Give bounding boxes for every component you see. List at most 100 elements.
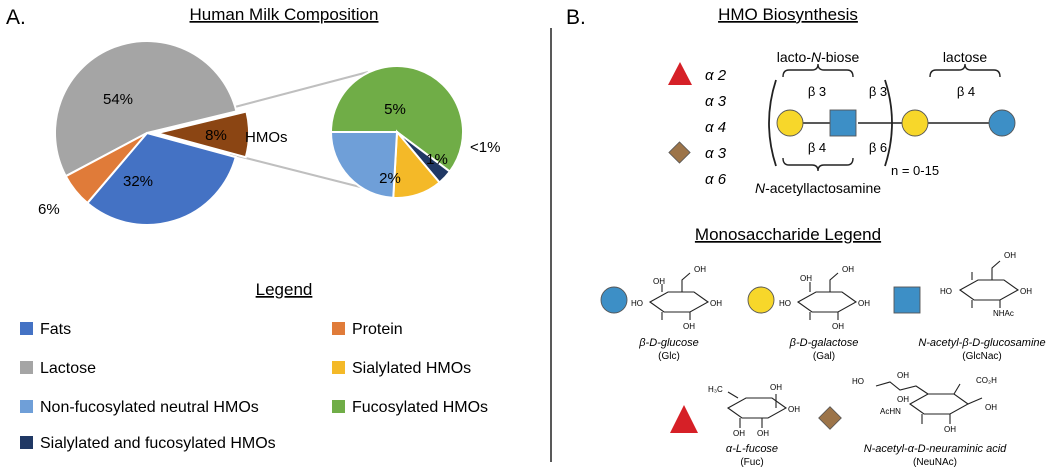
neu-co2h: CO₂H — [976, 376, 997, 385]
legend-label-sia-fuc: Sialylated and fucosylated HMOs — [40, 435, 276, 452]
fucose-triangle-icon — [668, 62, 692, 85]
legend-swatch-protein — [332, 322, 345, 335]
repeat-label: n = 0-15 — [891, 163, 939, 178]
neunac-structure — [875, 381, 983, 424]
pie-slice-hmos — [156, 110, 250, 159]
legend-label-lactose: Lactose — [40, 360, 96, 377]
fucose-linkage-1: α 2 — [705, 67, 727, 84]
lactose-brace — [929, 63, 1001, 78]
beta4-bottom-label: β 4 — [808, 140, 826, 155]
glcnac-abbr: (GlcNac) — [962, 351, 1001, 362]
pie-slice-protein — [64, 132, 148, 205]
beta3-right-label: β 3 — [869, 84, 887, 99]
lactose-label: lactose — [943, 49, 988, 65]
legend-swatch-sia-fuc — [20, 436, 33, 449]
galactose-circle-icon — [747, 286, 775, 314]
glucose-abbr: (Glc) — [658, 351, 680, 362]
fucose-linkage-2: α 3 — [705, 93, 727, 110]
glcnac-oh-1: OH — [1004, 251, 1016, 260]
legend-swatch-sialylated — [332, 361, 345, 374]
mono-legend-title: Monosaccharide Legend — [695, 225, 881, 244]
galactose-circle-icon — [776, 109, 804, 137]
zoom-connector-bottom — [229, 153, 381, 193]
lacto-n-biose-label: lacto-N-biose — [777, 49, 860, 65]
zoom-connector-top — [211, 71, 369, 114]
glcnac-name: N-acetyl-β-D-glucosamine — [918, 337, 1045, 349]
zoom-pie — [329, 65, 464, 199]
legend-label-fats: Fats — [40, 321, 71, 338]
label-hmos-name: HMOs — [245, 129, 288, 146]
glucose-structure — [648, 272, 710, 320]
neunac-name: N-acetyl-α-D-neuraminic acid — [864, 443, 1007, 455]
sialic-linkage-2: α 6 — [705, 171, 727, 188]
lacnac-brace — [782, 157, 854, 172]
beta4-right-label: β 4 — [957, 84, 975, 99]
galactose-name: β-D-galactose — [789, 337, 859, 349]
neu-oh-4: OH — [944, 425, 956, 434]
neunac-diamond-icon — [818, 406, 842, 430]
label-protein: 6% — [38, 201, 60, 218]
fuc-oh-1: OH — [770, 383, 782, 392]
legend-swatch-lactose — [20, 361, 33, 374]
glucose-circle-icon — [988, 109, 1016, 137]
glcnac-structure — [958, 260, 1020, 308]
fucose-name: α-L-fucose — [726, 443, 778, 455]
fuc-oh-4: OH — [757, 429, 769, 438]
gal-ho: HO — [779, 299, 791, 308]
glcnac-square-icon — [893, 286, 921, 314]
legend-swatch-fats — [20, 322, 33, 335]
label-non-fuco: 2% — [379, 170, 401, 187]
gal-oh-4: OH — [832, 322, 844, 331]
fucose-linkage-3: α 4 — [705, 119, 726, 136]
beta3-top-label: β 3 — [808, 84, 826, 99]
n-acetyllactosamine-label: N-acetyllactosamine — [755, 180, 881, 196]
panel-b-letter: B. — [566, 6, 586, 29]
neu-ho: HO — [852, 377, 864, 386]
fucose-abbr: (Fuc) — [740, 457, 763, 468]
repeat-bracket-left — [768, 79, 777, 167]
lacto-n-biose-brace — [782, 63, 854, 78]
label-lactose: 54% — [103, 91, 133, 108]
glc-oh-4: OH — [683, 322, 695, 331]
glc-oh-2: OH — [653, 277, 665, 286]
fuc-oh-2: OH — [788, 405, 800, 414]
pie-slice-fats — [85, 131, 238, 226]
glucose-circle-icon — [600, 286, 628, 314]
fuc-oh-3: OH — [733, 429, 745, 438]
label-sialylated: 1% — [426, 151, 448, 168]
galactose-structure — [796, 272, 858, 320]
fucose-triangle-icon — [670, 405, 698, 433]
legend-label-non-fuco: Non-fucosylated neutral HMOs — [40, 399, 259, 416]
beta6-right-label: β 6 — [869, 140, 887, 155]
galactose-circle-icon — [901, 109, 929, 137]
glucose-name: β-D-glucose — [638, 337, 698, 349]
label-sia-fuc: <1% — [470, 139, 500, 156]
label-hmos-pct: 8% — [205, 127, 227, 144]
neunac-diamond-icon — [668, 141, 691, 164]
panel-b-title: HMO Biosynthesis — [718, 5, 858, 24]
neu-oh-3: OH — [985, 403, 997, 412]
neu-oh-1: OH — [897, 371, 909, 380]
legend-label-sialylated: Sialylated HMOs — [352, 360, 471, 377]
sialic-linkage-1: α 3 — [705, 145, 727, 162]
legend: Fats Protein Lactose Sialylated HMOs Non… — [20, 321, 488, 452]
legend-label-protein: Protein — [352, 321, 403, 338]
glc-oh-1: OH — [694, 265, 706, 274]
legend-swatch-fucosylated — [332, 400, 345, 413]
neu-achn: AcHN — [880, 407, 901, 416]
panel-a-letter: A. — [6, 6, 26, 29]
glcnac-oh-2: OH — [1020, 287, 1032, 296]
glc-oh-3: OH — [710, 299, 722, 308]
neunac-abbr: (NeuNAc) — [913, 457, 957, 468]
main-pie — [54, 40, 250, 226]
fucose-structure — [726, 391, 788, 428]
pie-slice-lactose — [54, 40, 238, 178]
legend-label-fucosylated: Fucosylated HMOs — [352, 399, 488, 416]
gal-oh-2: OH — [800, 274, 812, 283]
gal-oh-3: OH — [858, 299, 870, 308]
repeat-bracket-right — [884, 79, 893, 167]
label-fucosylated: 5% — [384, 101, 406, 118]
pie-slice-fucosylated-hmos — [329, 65, 464, 173]
panel-a-title: Human Milk Composition — [190, 5, 379, 24]
glcnac-square-icon — [829, 109, 857, 137]
